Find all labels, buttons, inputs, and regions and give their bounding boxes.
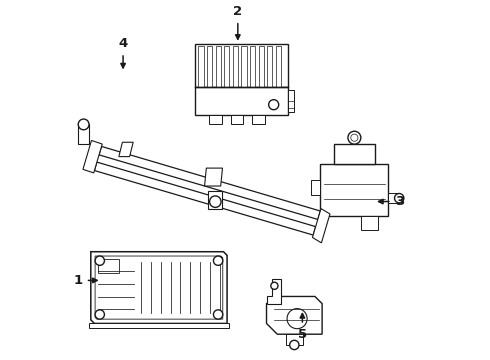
Polygon shape xyxy=(313,208,330,243)
Polygon shape xyxy=(89,323,229,328)
Polygon shape xyxy=(288,90,294,112)
Polygon shape xyxy=(267,296,322,334)
Polygon shape xyxy=(95,162,316,235)
Polygon shape xyxy=(198,45,203,87)
Polygon shape xyxy=(320,164,389,216)
Polygon shape xyxy=(252,116,265,125)
Polygon shape xyxy=(119,142,133,157)
Polygon shape xyxy=(286,334,303,345)
Polygon shape xyxy=(208,191,222,209)
Polygon shape xyxy=(83,140,102,173)
Polygon shape xyxy=(195,87,288,116)
Circle shape xyxy=(269,100,279,110)
Circle shape xyxy=(290,340,299,350)
Circle shape xyxy=(210,196,221,207)
Polygon shape xyxy=(91,252,227,323)
Circle shape xyxy=(95,256,104,265)
Polygon shape xyxy=(231,116,243,125)
Polygon shape xyxy=(250,45,255,87)
Polygon shape xyxy=(242,45,246,87)
Polygon shape xyxy=(78,125,89,144)
Polygon shape xyxy=(95,256,223,319)
Circle shape xyxy=(214,310,223,319)
Polygon shape xyxy=(224,45,229,87)
Text: 2: 2 xyxy=(233,5,243,39)
Polygon shape xyxy=(311,180,320,195)
Circle shape xyxy=(348,131,361,144)
Polygon shape xyxy=(207,45,212,87)
Polygon shape xyxy=(259,45,264,87)
Circle shape xyxy=(287,309,307,329)
Circle shape xyxy=(271,282,278,289)
Text: 1: 1 xyxy=(74,274,97,287)
Polygon shape xyxy=(334,144,375,164)
Polygon shape xyxy=(267,279,281,303)
Circle shape xyxy=(351,134,358,141)
Circle shape xyxy=(394,194,404,203)
Polygon shape xyxy=(99,147,320,220)
Polygon shape xyxy=(267,45,272,87)
Polygon shape xyxy=(216,45,221,87)
Polygon shape xyxy=(389,193,399,203)
Circle shape xyxy=(214,256,223,265)
Circle shape xyxy=(78,119,89,130)
Polygon shape xyxy=(233,45,238,87)
Polygon shape xyxy=(361,216,378,230)
Text: 4: 4 xyxy=(119,37,128,68)
Circle shape xyxy=(95,310,104,319)
Polygon shape xyxy=(195,44,288,87)
Polygon shape xyxy=(98,259,120,273)
Text: 3: 3 xyxy=(379,195,404,208)
Polygon shape xyxy=(276,45,281,87)
Text: 5: 5 xyxy=(298,314,307,341)
Polygon shape xyxy=(209,116,221,125)
Polygon shape xyxy=(204,168,222,186)
